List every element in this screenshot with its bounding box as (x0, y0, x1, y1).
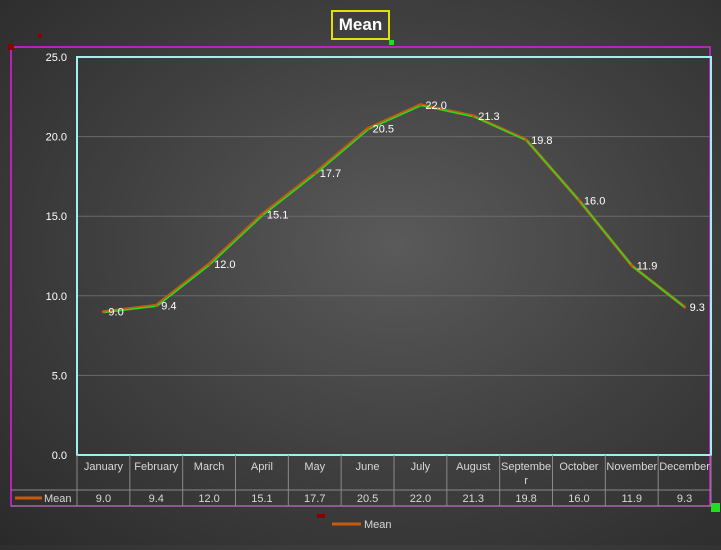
x-category-label: r (524, 475, 528, 487)
table-value-cell: 21.3 (463, 493, 484, 505)
y-tick-label: 25.0 (46, 52, 67, 64)
series-line-highlight (104, 104, 686, 314)
data-label: 17.7 (320, 168, 341, 180)
x-category-label: December (659, 461, 710, 473)
data-point (418, 103, 422, 107)
x-category-label: May (304, 461, 325, 473)
y-tick-label: 15.0 (46, 211, 67, 223)
table-value-cell: 17.7 (304, 493, 325, 505)
x-category-label: February (134, 461, 179, 473)
table-value-cell: 22.0 (410, 493, 431, 505)
data-point (260, 213, 264, 217)
data-label: 12.0 (214, 259, 235, 271)
selection-handle (38, 34, 42, 38)
table-value-cell: 19.8 (515, 493, 536, 505)
x-category-label: June (356, 461, 380, 473)
data-point (524, 138, 528, 142)
data-point (366, 127, 370, 131)
data-point (313, 171, 317, 175)
table-value-cell: 9.4 (149, 493, 164, 505)
y-tick-label: 5.0 (52, 370, 67, 382)
selection-handle (317, 514, 325, 518)
data-point (101, 310, 105, 314)
data-point (683, 305, 687, 309)
data-label: 19.8 (531, 135, 552, 147)
data-label: 20.5 (373, 124, 394, 136)
x-category-label: April (251, 461, 273, 473)
table-value-cell: 9.3 (677, 493, 692, 505)
table-series-name: Mean (44, 493, 72, 505)
chart-title: Mean (338, 15, 383, 34)
x-category-label: August (456, 461, 490, 473)
selection-handle (8, 44, 14, 50)
data-label: 9.0 (108, 307, 123, 319)
data-point (577, 198, 581, 202)
data-label: 9.4 (161, 300, 176, 312)
data-point (471, 114, 475, 118)
table-value-cell: 16.0 (568, 493, 589, 505)
selection-handle (711, 503, 720, 512)
data-point (630, 264, 634, 268)
x-category-label: July (411, 461, 431, 473)
x-category-label: Septembe (501, 461, 551, 473)
y-tick-label: 10.0 (46, 291, 67, 303)
chart-title-box: Mean (331, 10, 390, 40)
data-label: 9.3 (690, 302, 705, 314)
table-value-cell: 9.0 (96, 493, 111, 505)
table-value-cell: 11.9 (621, 493, 642, 505)
legend-label: Mean (364, 519, 392, 531)
data-point (207, 262, 211, 266)
data-point (154, 303, 158, 307)
table-value-cell: 12.0 (198, 493, 219, 505)
table-value-cell: 15.1 (251, 493, 272, 505)
selection-handle (389, 40, 394, 45)
x-category-label: January (84, 461, 124, 473)
table-value-cell: 20.5 (357, 493, 378, 505)
x-category-label: October (559, 461, 598, 473)
data-label: 11.9 (637, 261, 658, 273)
outer-frame (10, 46, 711, 507)
y-tick-label: 0.0 (52, 450, 67, 462)
y-tick-label: 20.0 (46, 132, 67, 144)
x-category-label: March (194, 461, 225, 473)
data-label: 22.0 (425, 100, 446, 112)
data-label: 15.1 (267, 210, 288, 222)
data-label: 16.0 (584, 195, 605, 207)
data-label: 21.3 (478, 111, 499, 123)
x-category-label: November (606, 461, 657, 473)
